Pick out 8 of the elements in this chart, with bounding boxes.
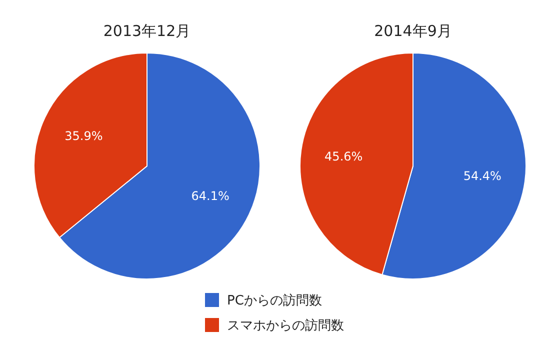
data-label: 54.4% (463, 168, 502, 183)
data-label: 45.6% (324, 150, 363, 164)
legend-label: PCからの訪問数 (227, 294, 322, 309)
data-label: 35.9% (64, 129, 103, 144)
legend-label: スマホからの訪問数 (227, 318, 344, 334)
chart-title: 2013年12月 (103, 22, 191, 40)
data-label: 64.1% (191, 189, 230, 204)
chart-title: 2014年9月 (374, 22, 452, 40)
